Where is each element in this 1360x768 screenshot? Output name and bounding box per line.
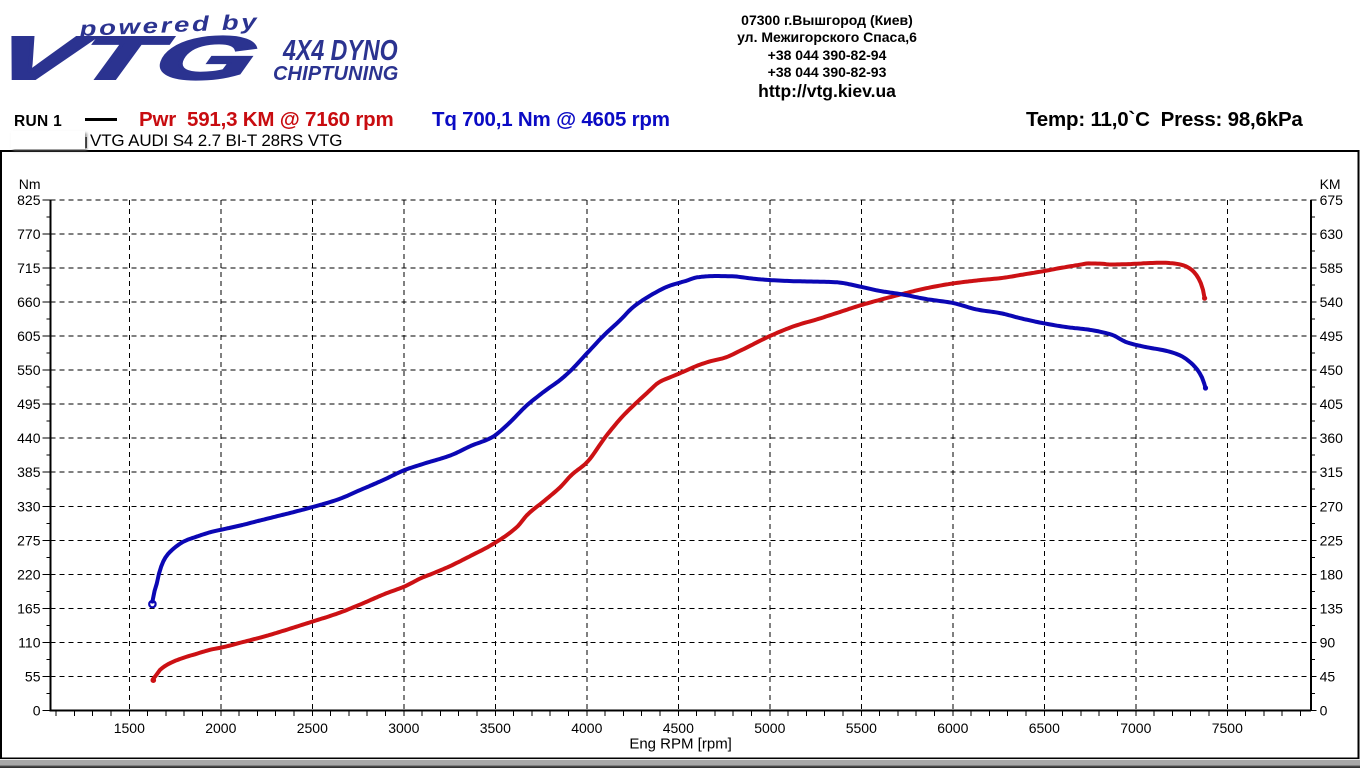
svg-text:495: 495 <box>1320 328 1344 344</box>
svg-text:110: 110 <box>18 634 41 650</box>
svg-text:55: 55 <box>25 669 41 685</box>
svg-text:135: 135 <box>1320 600 1344 616</box>
svg-text:675: 675 <box>1320 192 1344 208</box>
svg-text:Nm: Nm <box>19 176 41 192</box>
svg-text:5000: 5000 <box>754 720 785 736</box>
svg-text:3000: 3000 <box>388 720 419 736</box>
svg-text:225: 225 <box>1320 532 1344 548</box>
svg-text:4500: 4500 <box>663 720 694 736</box>
svg-text:2500: 2500 <box>297 720 328 736</box>
svg-text:275: 275 <box>17 532 41 548</box>
svg-text:450: 450 <box>1320 362 1344 378</box>
svg-text:6500: 6500 <box>1029 720 1060 736</box>
svg-text:270: 270 <box>1320 498 1344 514</box>
svg-text:540: 540 <box>1320 294 1344 310</box>
svg-text:7500: 7500 <box>1212 720 1243 736</box>
svg-text:45: 45 <box>1320 669 1336 685</box>
svg-text:2000: 2000 <box>205 720 236 736</box>
svg-text:605: 605 <box>17 328 41 344</box>
svg-text:330: 330 <box>17 498 41 514</box>
svg-text:385: 385 <box>17 464 41 480</box>
svg-text:550: 550 <box>17 362 41 378</box>
svg-text:220: 220 <box>17 566 41 582</box>
svg-text:7000: 7000 <box>1120 720 1151 736</box>
svg-text:405: 405 <box>1320 396 1344 412</box>
svg-text:1500: 1500 <box>114 720 145 736</box>
svg-text:180: 180 <box>1320 566 1344 582</box>
svg-text:315: 315 <box>1320 464 1344 480</box>
svg-text:0: 0 <box>33 703 41 719</box>
svg-text:440: 440 <box>17 430 41 446</box>
svg-text:3500: 3500 <box>480 720 511 736</box>
svg-text:360: 360 <box>1320 430 1344 446</box>
svg-text:6000: 6000 <box>937 720 968 736</box>
svg-text:4000: 4000 <box>571 720 602 736</box>
svg-text:715: 715 <box>17 260 41 276</box>
svg-text:660: 660 <box>17 294 41 310</box>
svg-text:5500: 5500 <box>846 720 877 736</box>
svg-text:0: 0 <box>1320 703 1328 719</box>
svg-text:165: 165 <box>17 600 41 616</box>
svg-text:495: 495 <box>17 396 41 412</box>
svg-text:585: 585 <box>1320 260 1344 276</box>
svg-text:90: 90 <box>1320 634 1336 650</box>
svg-text:825: 825 <box>17 192 41 208</box>
svg-text:KM: KM <box>1320 176 1341 192</box>
svg-text:770: 770 <box>17 226 41 242</box>
svg-text:Eng RPM [rpm]: Eng RPM [rpm] <box>629 736 732 753</box>
svg-text:630: 630 <box>1320 226 1344 242</box>
